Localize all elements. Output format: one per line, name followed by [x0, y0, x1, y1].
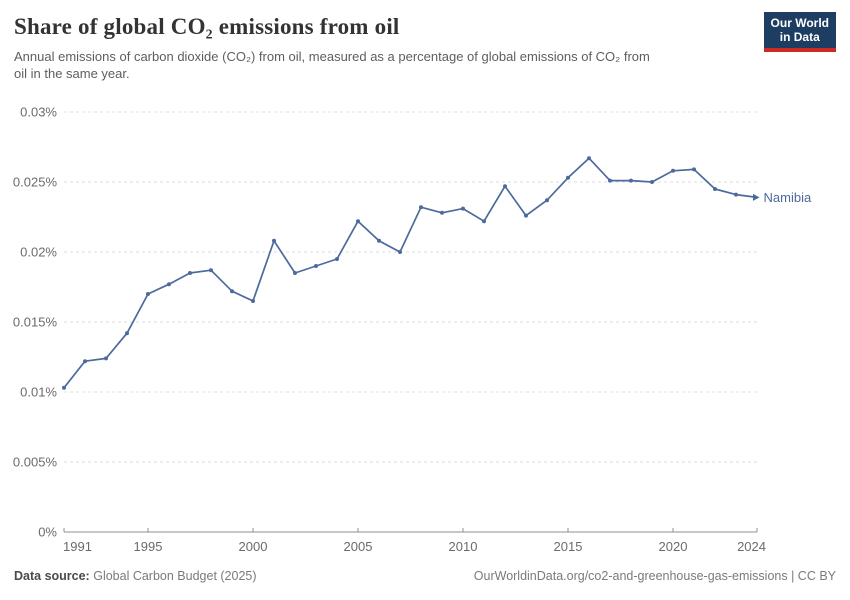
x-tick-label: 1991 — [63, 539, 92, 554]
data-point — [398, 250, 402, 254]
y-tick-label: 0.005% — [13, 455, 58, 470]
data-point — [356, 219, 360, 224]
data-point — [713, 187, 717, 191]
data-point — [188, 271, 192, 275]
x-tick-label: 2024 — [737, 539, 766, 554]
x-tick-label: 1995 — [134, 539, 163, 554]
y-tick-label: 0.02% — [20, 245, 57, 260]
data-point — [482, 219, 486, 224]
data-point — [545, 198, 549, 203]
page-title: Share of global CO₂ emissions from oil — [14, 14, 400, 39]
data-point — [461, 206, 465, 211]
data-point — [146, 292, 150, 296]
data-point — [734, 192, 738, 197]
data-point — [230, 289, 234, 294]
data-source-label: Data source: — [14, 569, 90, 583]
x-tick-label: 2005 — [344, 539, 373, 554]
data-point — [524, 213, 528, 218]
data-point — [125, 331, 129, 336]
data-point — [671, 168, 675, 173]
line-namibia — [63, 157, 758, 389]
x-tick-label: 2010 — [449, 539, 478, 554]
data-point — [587, 156, 591, 161]
data-point — [62, 385, 66, 390]
data-point — [608, 178, 612, 183]
data-point — [377, 238, 381, 243]
data-point — [566, 175, 570, 180]
data-point — [251, 299, 255, 303]
y-tick-label: 0% — [38, 525, 57, 540]
data-point — [209, 268, 213, 273]
data-point — [104, 356, 108, 361]
y-tick-label: 0.03% — [20, 105, 57, 120]
data-point — [293, 271, 297, 275]
y-tick-label: 0.015% — [13, 315, 58, 330]
data-point — [272, 238, 276, 243]
y-tick-label: 0.01% — [20, 385, 57, 400]
chart-subtitle: Annual emissions of carbon dioxide (CO₂)… — [14, 49, 650, 81]
data-point — [629, 178, 633, 183]
data-source-value: Global Carbon Budget (2025) — [93, 569, 257, 583]
y-tick-label: 0.025% — [13, 175, 58, 190]
data-point — [440, 210, 444, 215]
data-point — [167, 282, 171, 287]
series-label-namibia: Namibia — [764, 190, 812, 205]
line-end-arrow-icon — [753, 193, 760, 201]
data-source: Data source: Global Carbon Budget (2025) — [14, 569, 257, 583]
chart-footer: Data source: Global Carbon Budget (2025)… — [14, 569, 836, 583]
logo-line2: in Data — [779, 29, 820, 44]
citation: OurWorldinData.org/co2-and-greenhouse-ga… — [473, 569, 836, 583]
data-point — [419, 205, 423, 210]
chart-header: Share of global CO₂ emissions from oil A… — [14, 12, 836, 82]
data-point — [692, 167, 696, 172]
logo-line1: Our World — [770, 16, 829, 30]
data-point — [335, 257, 339, 261]
data-point — [503, 184, 507, 189]
data-point — [650, 180, 654, 184]
data-point — [314, 264, 318, 268]
x-tick-label: 2015 — [554, 539, 583, 554]
data-point — [83, 359, 87, 364]
x-tick-label: 2020 — [659, 539, 688, 554]
owid-logo: Our World in Data — [763, 12, 836, 52]
x-tick-label: 2000 — [239, 539, 268, 554]
